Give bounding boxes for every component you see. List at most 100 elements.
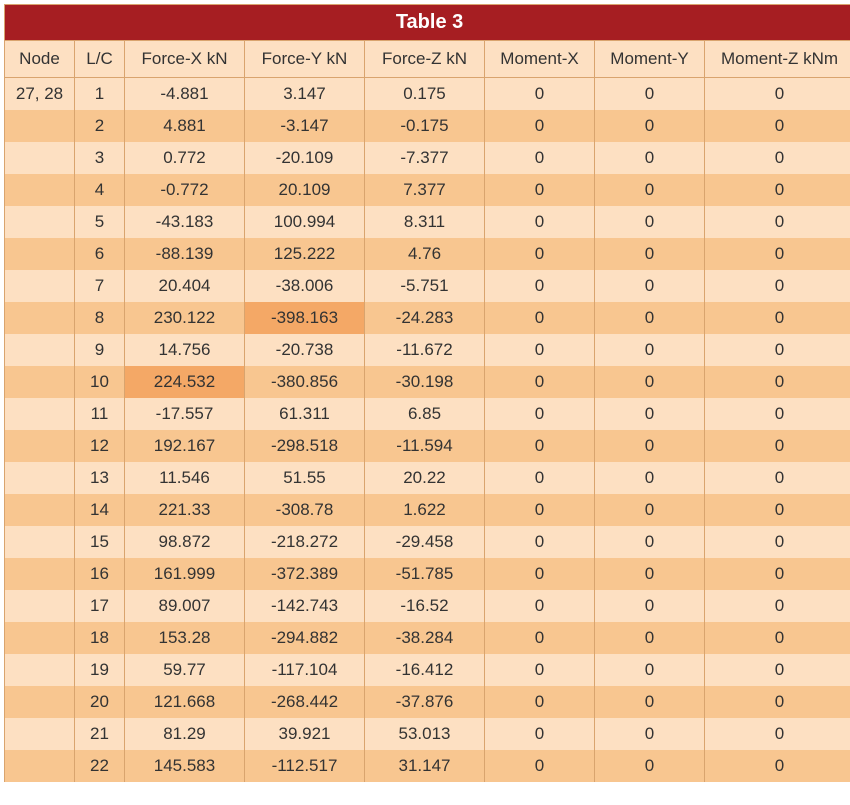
cell-fy: -38.006 xyxy=(245,270,365,302)
table-row: 27, 281-4.8813.1470.175000 xyxy=(5,78,850,111)
cell-lc: 22 xyxy=(75,750,125,782)
table-row: 11-17.55761.3116.85000 xyxy=(5,398,850,430)
table-row: 22145.583-112.51731.147000 xyxy=(5,750,850,782)
cell-mz: 0 xyxy=(705,558,850,590)
cell-fx: 153.28 xyxy=(125,622,245,654)
cell-node xyxy=(5,622,75,654)
cell-fy: 20.109 xyxy=(245,174,365,206)
cell-node xyxy=(5,558,75,590)
cell-fz: -7.377 xyxy=(365,142,485,174)
cell-my: 0 xyxy=(595,270,705,302)
cell-node xyxy=(5,142,75,174)
cell-fx: 121.668 xyxy=(125,686,245,718)
cell-mz: 0 xyxy=(705,590,850,622)
cell-node xyxy=(5,590,75,622)
cell-fz: -51.785 xyxy=(365,558,485,590)
cell-node xyxy=(5,750,75,782)
cell-fy: -112.517 xyxy=(245,750,365,782)
cell-lc: 21 xyxy=(75,718,125,750)
cell-mz: 0 xyxy=(705,430,850,462)
cell-fy: -398.163 xyxy=(245,302,365,334)
col-force-x: Force-X kN xyxy=(125,41,245,78)
cell-lc: 8 xyxy=(75,302,125,334)
table-header-row: Node L/C Force-X kN Force-Y kN Force-Z k… xyxy=(5,41,850,78)
cell-mz: 0 xyxy=(705,270,850,302)
cell-mx: 0 xyxy=(485,334,595,366)
cell-fz: 0.175 xyxy=(365,78,485,111)
cell-mx: 0 xyxy=(485,494,595,526)
cell-lc: 3 xyxy=(75,142,125,174)
cell-lc: 20 xyxy=(75,686,125,718)
cell-mz: 0 xyxy=(705,750,850,782)
cell-my: 0 xyxy=(595,590,705,622)
cell-mx: 0 xyxy=(485,110,595,142)
cell-fx: 98.872 xyxy=(125,526,245,558)
cell-fz: 6.85 xyxy=(365,398,485,430)
cell-fx: -43.183 xyxy=(125,206,245,238)
cell-fy: -3.147 xyxy=(245,110,365,142)
cell-node xyxy=(5,302,75,334)
cell-mx: 0 xyxy=(485,206,595,238)
cell-my: 0 xyxy=(595,526,705,558)
table-row: 30.772-20.109-7.377000 xyxy=(5,142,850,174)
cell-lc: 5 xyxy=(75,206,125,238)
col-moment-x: Moment-X xyxy=(485,41,595,78)
cell-mx: 0 xyxy=(485,142,595,174)
table-row: 1789.007-142.743-16.52000 xyxy=(5,590,850,622)
table-row: 20121.668-268.442-37.876000 xyxy=(5,686,850,718)
table-title-row: Table 3 xyxy=(5,5,850,41)
cell-mx: 0 xyxy=(485,718,595,750)
col-lc: L/C xyxy=(75,41,125,78)
cell-lc: 7 xyxy=(75,270,125,302)
cell-fz: -16.52 xyxy=(365,590,485,622)
table-row: 14221.33-308.781.622000 xyxy=(5,494,850,526)
cell-node xyxy=(5,270,75,302)
cell-fx: -17.557 xyxy=(125,398,245,430)
cell-fy: 61.311 xyxy=(245,398,365,430)
table-row: 12192.167-298.518-11.594000 xyxy=(5,430,850,462)
col-node: Node xyxy=(5,41,75,78)
cell-fz: -37.876 xyxy=(365,686,485,718)
table-row: 914.756-20.738-11.672000 xyxy=(5,334,850,366)
cell-my: 0 xyxy=(595,430,705,462)
table-row: 8230.122-398.163-24.283000 xyxy=(5,302,850,334)
cell-fz: -24.283 xyxy=(365,302,485,334)
cell-mz: 0 xyxy=(705,238,850,270)
cell-node xyxy=(5,366,75,398)
cell-mz: 0 xyxy=(705,142,850,174)
cell-mz: 0 xyxy=(705,622,850,654)
cell-node xyxy=(5,430,75,462)
cell-mx: 0 xyxy=(485,558,595,590)
cell-mz: 0 xyxy=(705,398,850,430)
cell-my: 0 xyxy=(595,110,705,142)
cell-fy: 3.147 xyxy=(245,78,365,111)
cell-mz: 0 xyxy=(705,718,850,750)
cell-mx: 0 xyxy=(485,750,595,782)
table-row: 4-0.77220.1097.377000 xyxy=(5,174,850,206)
cell-my: 0 xyxy=(595,206,705,238)
cell-node xyxy=(5,686,75,718)
cell-fy: -372.389 xyxy=(245,558,365,590)
cell-lc: 13 xyxy=(75,462,125,494)
cell-fx: 192.167 xyxy=(125,430,245,462)
cell-fx: -0.772 xyxy=(125,174,245,206)
cell-fx: 230.122 xyxy=(125,302,245,334)
cell-lc: 17 xyxy=(75,590,125,622)
cell-node xyxy=(5,526,75,558)
cell-fy: -117.104 xyxy=(245,654,365,686)
table-row: 1598.872-218.272-29.458000 xyxy=(5,526,850,558)
cell-fy: -218.272 xyxy=(245,526,365,558)
cell-fz: -5.751 xyxy=(365,270,485,302)
cell-mx: 0 xyxy=(485,462,595,494)
cell-fx: 14.756 xyxy=(125,334,245,366)
cell-lc: 12 xyxy=(75,430,125,462)
col-force-z: Force-Z kN xyxy=(365,41,485,78)
cell-my: 0 xyxy=(595,238,705,270)
cell-fx: 145.583 xyxy=(125,750,245,782)
cell-fx: 161.999 xyxy=(125,558,245,590)
cell-fx: -4.881 xyxy=(125,78,245,111)
cell-mz: 0 xyxy=(705,206,850,238)
table-row: 5-43.183100.9948.311000 xyxy=(5,206,850,238)
cell-node xyxy=(5,238,75,270)
cell-fx: 4.881 xyxy=(125,110,245,142)
